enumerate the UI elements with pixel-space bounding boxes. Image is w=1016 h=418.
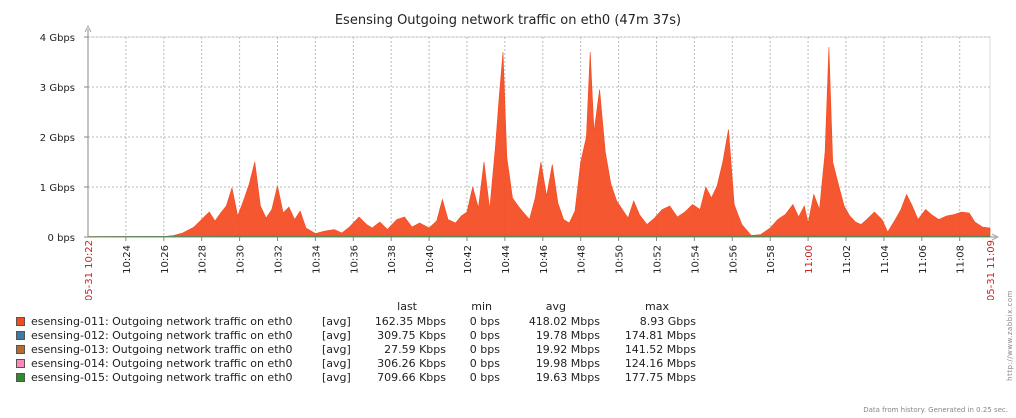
x-tick-label: 10:42 bbox=[463, 245, 474, 274]
legend-function: [avg] bbox=[322, 329, 351, 342]
legend-last: 162.35 Mbps bbox=[374, 315, 446, 328]
x-tick-label: 10:26 bbox=[160, 245, 171, 274]
legend-max: 177.75 Mbps bbox=[624, 371, 696, 384]
legend-min: 0 bps bbox=[469, 343, 500, 356]
traffic-chart: Esensing Outgoing network traffic on eth… bbox=[40, 13, 1000, 300]
x-tick-label: 10:48 bbox=[577, 245, 588, 274]
x-tick-label: 10:36 bbox=[349, 245, 360, 274]
x-tick-label: 11:00 bbox=[804, 245, 815, 274]
y-tick-label: 2 Gbps bbox=[40, 133, 75, 144]
chart-axes: 0 bps 1 Gbps 2 Gbps 3 Gbps 4 Gbps 10:24 10:26 1… bbox=[40, 24, 1000, 274]
legend-function: [avg] bbox=[322, 357, 351, 370]
legend-function: [avg] bbox=[322, 315, 351, 328]
legend-avg: 19.78 Mbps bbox=[535, 329, 600, 342]
legend-series-name: esensing-015: Outgoing network traffic o… bbox=[31, 371, 293, 384]
x-tick-label: 10:30 bbox=[236, 245, 247, 274]
x-tick-label: 10:58 bbox=[766, 245, 777, 274]
legend-series-name: esensing-014: Outgoing network traffic o… bbox=[31, 357, 293, 370]
x-axis-arrow bbox=[991, 233, 1000, 241]
x-tick-label: 11:02 bbox=[842, 245, 853, 274]
legend-function: [avg] bbox=[322, 343, 351, 356]
x-tick-label: 11:06 bbox=[918, 245, 929, 274]
legend-swatch bbox=[16, 317, 25, 326]
legend-last: 306.26 Kbps bbox=[377, 357, 446, 370]
legend-avg: 19.98 Mbps bbox=[535, 357, 600, 370]
generation-footer: Data from history. Generated in 0.25 sec… bbox=[863, 406, 1008, 414]
x-tick-label: 11:04 bbox=[880, 245, 891, 274]
legend-last: 27.59 Kbps bbox=[384, 343, 446, 356]
x-start-label: 05-31 10:22 bbox=[84, 240, 95, 300]
x-tick-label: 10:38 bbox=[387, 245, 398, 274]
x-tick-label: 10:34 bbox=[311, 245, 322, 274]
chart-title: Esensing Outgoing network traffic on eth… bbox=[335, 13, 681, 28]
legend-series-name: esensing-011: Outgoing network traffic o… bbox=[31, 315, 293, 328]
legend-min: 0 bps bbox=[469, 357, 500, 370]
legend-max: 8.93 Gbps bbox=[639, 315, 696, 328]
zabbix-watermark: http://www.zabbix.com bbox=[1006, 290, 1014, 381]
y-tick-label: 0 bps bbox=[48, 233, 75, 244]
y-tick-label: 1 Gbps bbox=[40, 183, 75, 194]
x-tick-label: 10:32 bbox=[273, 245, 284, 274]
legend-function: [avg] bbox=[322, 371, 351, 384]
x-tick-label: 10:24 bbox=[122, 245, 133, 274]
x-tick-label: 10:28 bbox=[198, 245, 209, 274]
legend-swatch bbox=[16, 331, 25, 340]
x-end-label: 05-31 11:09 bbox=[986, 240, 997, 300]
legend-min: 0 bps bbox=[469, 371, 500, 384]
legend-swatch bbox=[16, 359, 25, 368]
legend-min: 0 bps bbox=[469, 315, 500, 328]
legend-min: 0 bps bbox=[469, 329, 500, 342]
legend-series-name: esensing-013: Outgoing network traffic o… bbox=[31, 343, 293, 356]
x-tick-label: 10:52 bbox=[652, 245, 663, 274]
legend-header-max: max bbox=[645, 300, 669, 313]
legend-max: 141.52 Mbps bbox=[624, 343, 696, 356]
legend-header-last: last bbox=[397, 300, 417, 313]
legend-avg: 19.63 Mbps bbox=[535, 371, 600, 384]
legend-swatch bbox=[16, 373, 25, 382]
x-tick-label: 10:46 bbox=[539, 245, 550, 274]
y-axis-arrow bbox=[84, 24, 92, 33]
y-tick-label: 4 Gbps bbox=[40, 33, 75, 44]
legend-max: 124.16 Mbps bbox=[624, 357, 696, 370]
legend-header-avg: avg bbox=[545, 300, 566, 313]
legend-swatch bbox=[16, 345, 25, 354]
legend-header-min: min bbox=[471, 300, 492, 313]
legend-series-name: esensing-012: Outgoing network traffic o… bbox=[31, 329, 293, 342]
y-tick-label: 3 Gbps bbox=[40, 83, 75, 94]
x-tick-label: 11:08 bbox=[956, 245, 967, 274]
legend-last: 709.66 Kbps bbox=[377, 371, 446, 384]
x-tick-label: 10:50 bbox=[615, 245, 626, 274]
legend-avg: 418.02 Mbps bbox=[528, 315, 600, 328]
legend-last: 309.75 Kbps bbox=[377, 329, 446, 342]
x-tick-label: 10:56 bbox=[728, 245, 739, 274]
legend-avg: 19.92 Mbps bbox=[535, 343, 600, 356]
series-area bbox=[87, 46, 991, 238]
legend-max: 174.81 Mbps bbox=[624, 329, 696, 342]
x-tick-label: 10:54 bbox=[690, 245, 701, 274]
x-tick-label: 10:44 bbox=[501, 245, 512, 274]
x-tick-label: 10:40 bbox=[425, 245, 436, 274]
